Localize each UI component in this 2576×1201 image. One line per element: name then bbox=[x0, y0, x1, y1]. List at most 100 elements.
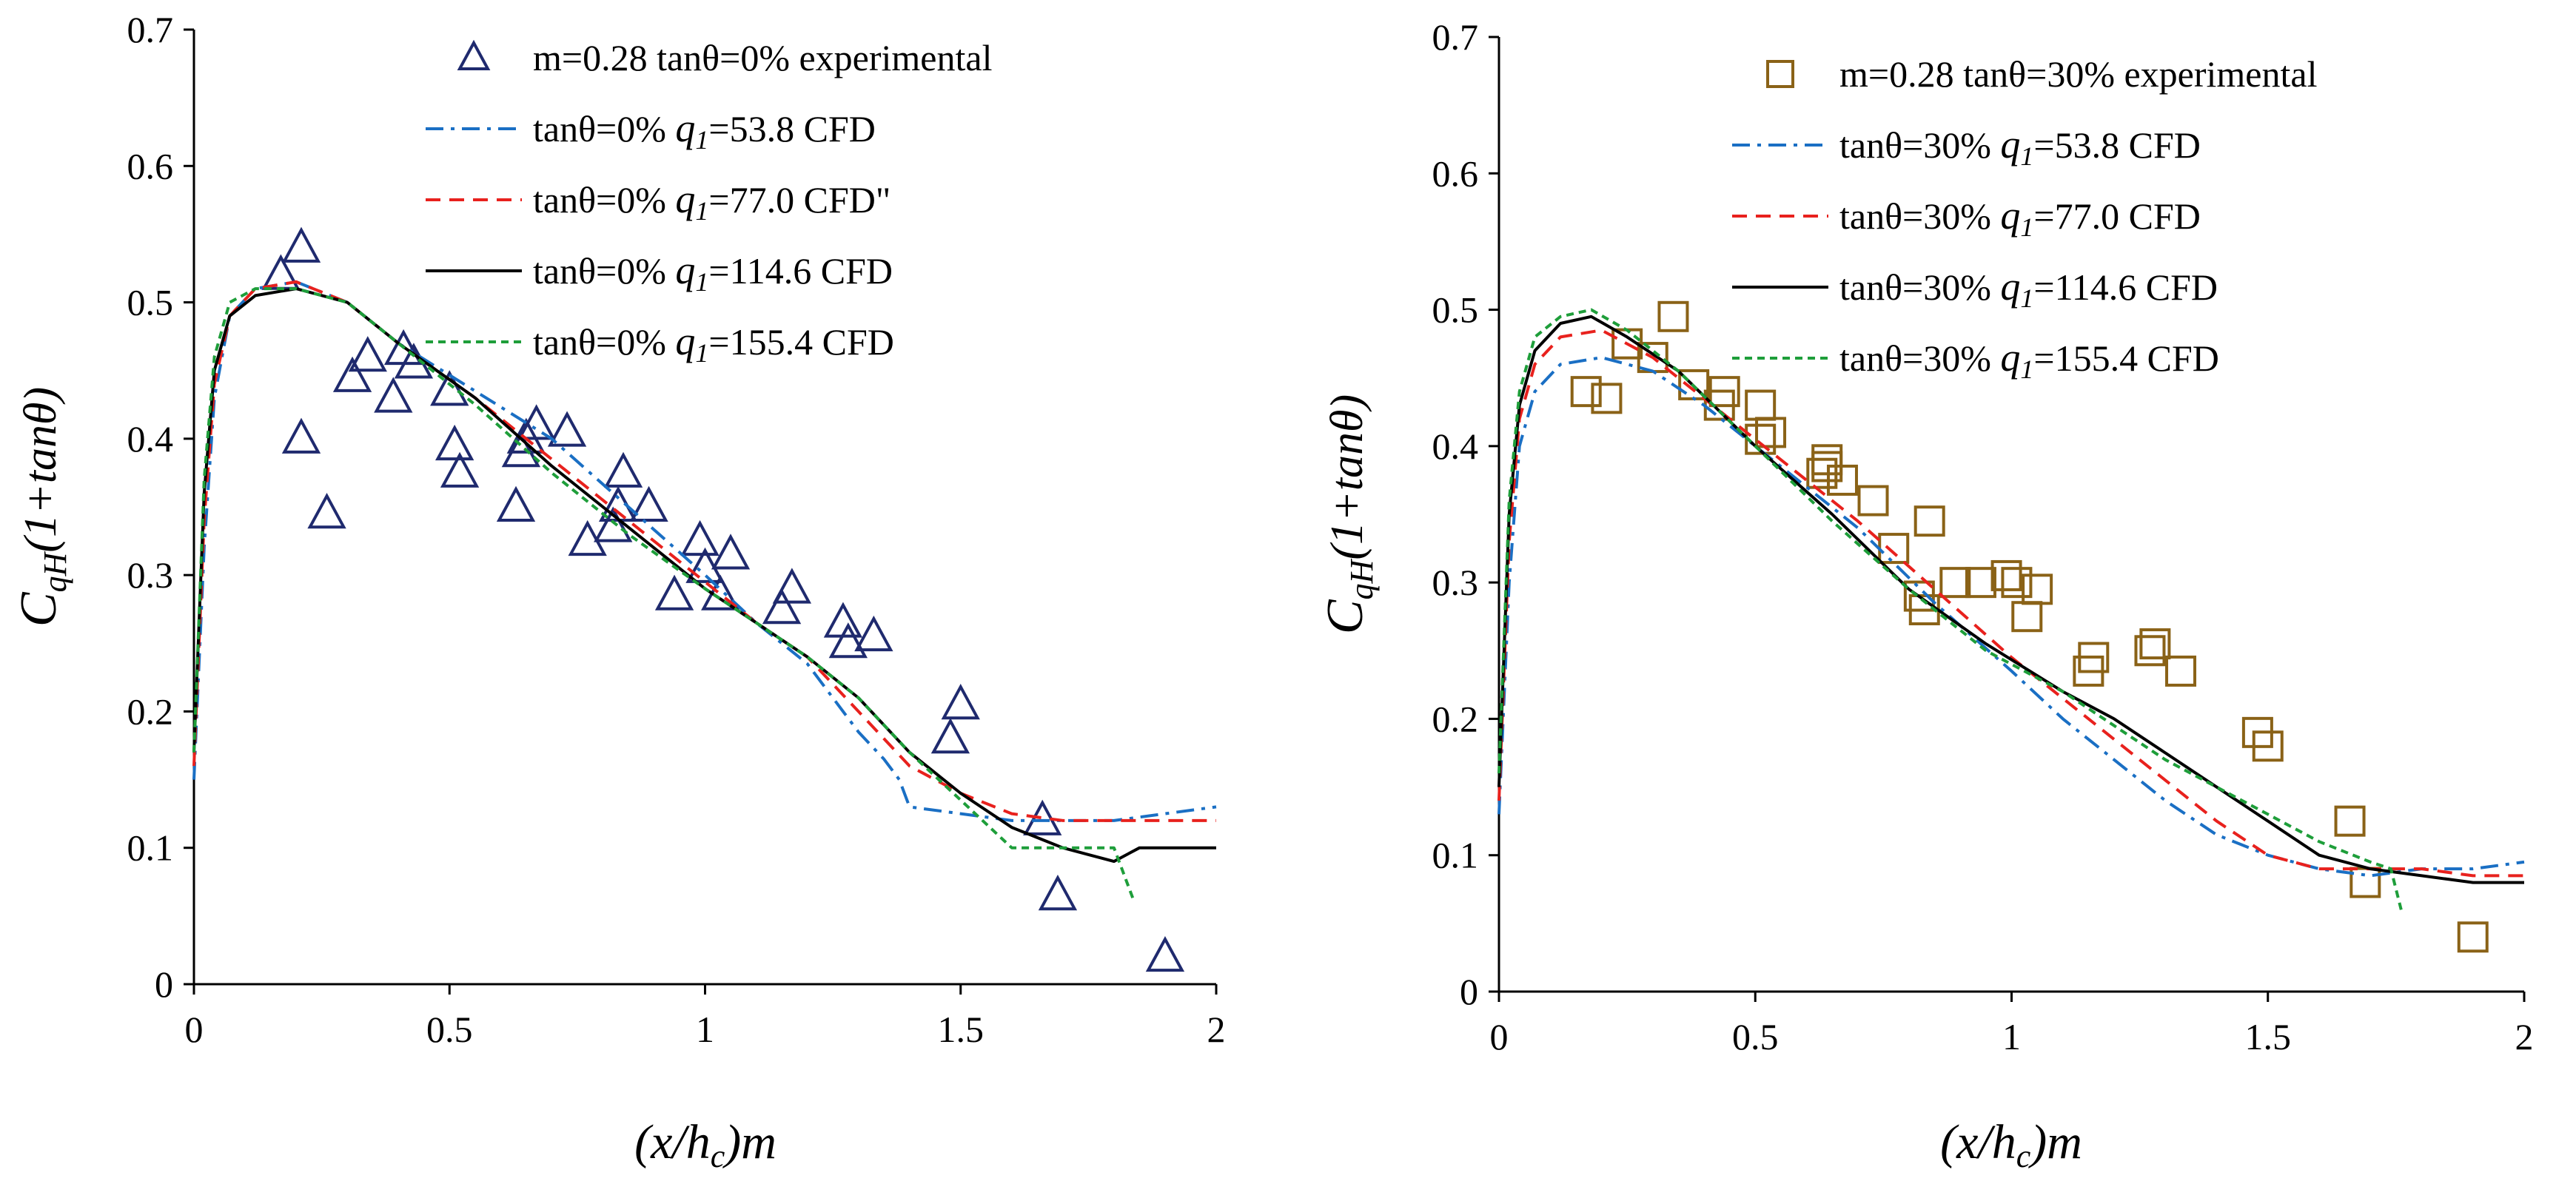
data-point-triangle bbox=[374, 377, 413, 413]
y-tick-label: 0.1 bbox=[1432, 835, 1479, 876]
data-point-square bbox=[2011, 601, 2043, 633]
data-point-triangle bbox=[307, 493, 346, 529]
x-axis-title: (x/hc)m bbox=[634, 1115, 777, 1174]
legend-swatch-square bbox=[1766, 60, 1794, 88]
data-point-square bbox=[2252, 730, 2284, 762]
legend-entry: tanθ=0% q1=53.8 CFD bbox=[426, 106, 876, 155]
data-point-triangle bbox=[568, 519, 607, 556]
x-title-part: )m bbox=[722, 1115, 777, 1169]
legend-label-sub: 1 bbox=[695, 196, 708, 226]
legend-label: m=0.28 tanθ=30% experimental bbox=[1839, 53, 2317, 95]
data-point-triangle bbox=[1038, 875, 1078, 911]
data-point-square bbox=[2001, 567, 2033, 599]
legend-label-sub: 1 bbox=[695, 267, 708, 297]
legend-entry: tanθ=0% q1=77.0 CFD" bbox=[426, 177, 890, 226]
x-tick-label: 1 bbox=[696, 1009, 714, 1050]
data-point-triangle bbox=[517, 404, 556, 440]
legend-entry: tanθ=30% q1=53.8 CFD bbox=[1732, 122, 2201, 171]
series-line bbox=[1497, 329, 2524, 878]
data-point-square bbox=[1857, 485, 1889, 517]
data-point-triangle bbox=[654, 574, 694, 610]
legend-label-text: tanθ=30% bbox=[1839, 195, 2000, 237]
legend-entry: tanθ=30% q1=155.4 CFD bbox=[1732, 335, 2219, 384]
series-line bbox=[1497, 314, 2524, 884]
data-point-square bbox=[1570, 376, 1602, 408]
data-point-triangle bbox=[594, 506, 633, 542]
data-point-square bbox=[1591, 383, 1623, 414]
legend-swatch-triangle bbox=[457, 39, 491, 70]
data-point-triangle bbox=[281, 417, 321, 454]
data-point-triangle bbox=[828, 622, 868, 659]
x-tick-label: 0.5 bbox=[426, 1009, 473, 1050]
y-title-sub: qH bbox=[1344, 558, 1380, 599]
legend-label-text: =114.6 CFD bbox=[2033, 266, 2218, 308]
legend-label-text: =53.8 CFD bbox=[2033, 124, 2200, 166]
data-point-triangle bbox=[501, 431, 541, 468]
x-tick-label: 2 bbox=[1207, 1009, 1226, 1050]
y-tick-label: 0.3 bbox=[127, 554, 174, 596]
y-tick-label: 0.6 bbox=[1432, 152, 1479, 194]
legend-label-text: m=0.28 tanθ=0% experimental bbox=[533, 37, 992, 78]
legend-label-text: =155.4 CFD bbox=[708, 321, 893, 363]
legend-label-text: tanθ=0% bbox=[533, 108, 675, 149]
x-title-part: )m bbox=[2027, 1115, 2082, 1169]
legend-label: tanθ=30% q1=77.0 CFD bbox=[1839, 193, 2201, 242]
data-point-square bbox=[1990, 559, 2022, 591]
data-point-square bbox=[1939, 567, 1971, 599]
legend-label-text: tanθ=30% bbox=[1839, 124, 2000, 166]
x-tick-label: 1.5 bbox=[938, 1009, 985, 1050]
series-2 bbox=[192, 280, 1216, 822]
legend-label-text: =114.6 CFD bbox=[708, 250, 893, 292]
legend-label-text: tanθ=0% bbox=[533, 179, 675, 221]
legend-label: tanθ=0% q1=114.6 CFD bbox=[533, 248, 893, 297]
legend-label-sub: 1 bbox=[2020, 212, 2033, 242]
data-point-triangle bbox=[281, 226, 321, 263]
data-point-triangle bbox=[547, 411, 587, 447]
series-0 bbox=[261, 226, 1185, 972]
series-4 bbox=[192, 287, 1136, 904]
data-point-square bbox=[2078, 642, 2110, 673]
legend-label-q: q bbox=[675, 177, 695, 221]
legend-label-text: tanθ=30% bbox=[1839, 337, 2000, 379]
legend-label-text: =155.4 CFD bbox=[2033, 337, 2218, 379]
series-2 bbox=[1497, 329, 2524, 878]
legend-label-q: q bbox=[2000, 264, 2020, 309]
x-tick-label: 1.5 bbox=[2245, 1016, 2292, 1057]
data-point-square bbox=[2349, 867, 2381, 898]
y-tick-label: 0.6 bbox=[127, 145, 174, 186]
data-point-triangle bbox=[941, 684, 980, 720]
legend-entry: tanθ=30% q1=114.6 CFD bbox=[1732, 264, 2218, 313]
x-tick-label: 1 bbox=[2002, 1016, 2021, 1057]
y-title-part: (1+tanθ) bbox=[1322, 394, 1372, 560]
legend-label-q: q bbox=[2000, 122, 2020, 166]
legend-label-q: q bbox=[675, 319, 695, 363]
y-tick-label: 0.2 bbox=[1432, 698, 1479, 739]
legend-entry: tanθ=0% q1=155.4 CFD bbox=[426, 319, 894, 368]
legend-label-text: tanθ=0% bbox=[533, 321, 675, 363]
x-title-sub: c bbox=[711, 1138, 725, 1174]
data-point-square bbox=[1755, 417, 1787, 448]
x-title-part: (x/h bbox=[634, 1115, 711, 1169]
x-axis-title: (x/hc)m bbox=[1940, 1115, 2082, 1174]
data-point-square bbox=[1657, 300, 1689, 332]
legend-label-text: =53.8 CFD bbox=[708, 108, 875, 149]
data-point-triangle bbox=[711, 534, 751, 570]
data-point-square bbox=[1826, 464, 1858, 496]
legend-entry: tanθ=30% q1=77.0 CFD bbox=[1732, 193, 2201, 242]
x-tick-label: 0.5 bbox=[1732, 1016, 1779, 1057]
legend-label-sub: 1 bbox=[695, 338, 708, 368]
y-tick-label: 0.1 bbox=[127, 827, 174, 869]
legend-label-text: tanθ=0% bbox=[533, 250, 675, 292]
x-tick-label: 0 bbox=[1490, 1016, 1509, 1057]
y-title-sub: qH bbox=[37, 551, 73, 592]
data-point-square bbox=[1965, 567, 1996, 599]
x-tick-label: 2 bbox=[2515, 1016, 2534, 1057]
legend-label-q: q bbox=[2000, 335, 2020, 380]
legend-label: tanθ=0% q1=77.0 CFD" bbox=[533, 177, 890, 226]
series-4 bbox=[1497, 308, 2403, 910]
chart-panel-left: 0 0.1 0.2 0.3 0.4 0.5 0.6 0.7 0 0.5 1 1.5 2 CqH(1+tan… bbox=[10, 9, 1226, 1174]
data-point-square bbox=[2134, 635, 2166, 667]
data-point-triangle bbox=[1145, 935, 1185, 972]
legend-label-text: =77.0 CFD" bbox=[708, 179, 890, 221]
